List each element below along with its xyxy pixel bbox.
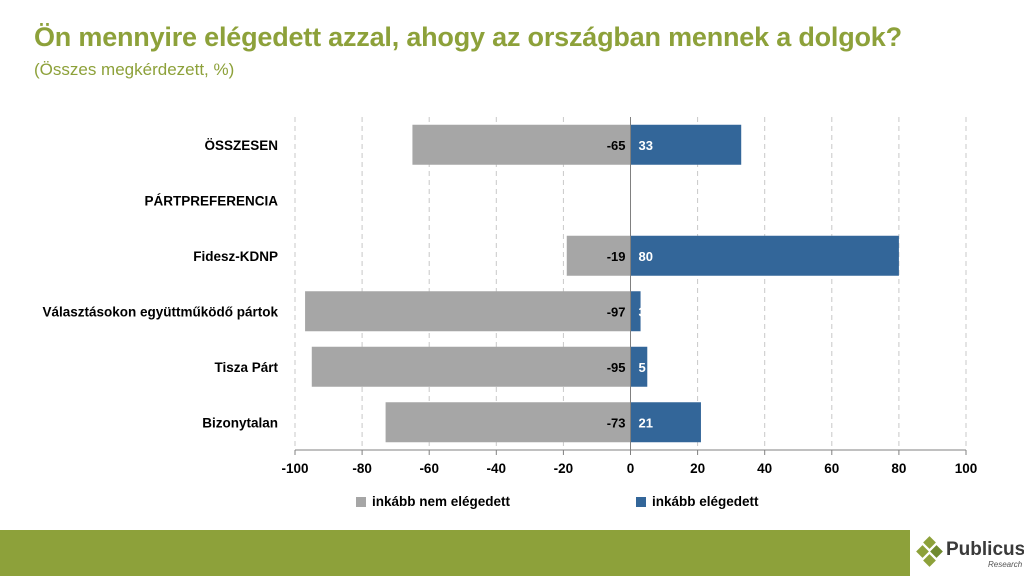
legend-item-positive: inkább elégedett: [636, 494, 759, 509]
legend-swatch-positive: [636, 496, 646, 507]
bar-positive: [630, 291, 641, 332]
data-label: 21: [639, 415, 653, 430]
data-label: -97: [607, 304, 626, 319]
x-tick-label: 100: [955, 461, 978, 476]
bar-positive: [630, 402, 701, 443]
x-tick-label: -20: [554, 461, 574, 476]
bar-negative: [311, 346, 631, 387]
publicus-logo-icon: [916, 536, 943, 567]
category-label: Bizonytalan: [202, 415, 278, 430]
x-tick-label: 20: [690, 461, 705, 476]
x-tick-label: -100: [281, 461, 308, 476]
diverging-bar-chart: -65 -19 -97 -95 -73 33 80 3 5 21 -100 -80 -60 -40 -20 0…: [42, 117, 978, 476]
bar-positive: [630, 235, 899, 276]
data-label: -65: [607, 138, 626, 153]
bar-positive: [630, 346, 648, 387]
footer-band: [0, 530, 910, 576]
bar-negative: [305, 291, 631, 332]
category-label: PÁRTPREFERENCIA: [144, 193, 278, 208]
bar-negative: [385, 402, 631, 443]
x-tick-label: 40: [757, 461, 772, 476]
chart-subtitle: (Összes megkérdezett, %): [34, 60, 235, 79]
category-label: Tisza Párt: [214, 360, 278, 375]
bar-positive: [630, 124, 742, 165]
legend-label-positive: inkább elégedett: [652, 494, 759, 509]
data-label: -19: [607, 249, 626, 264]
category-label: Fidesz-KDNP: [193, 249, 278, 264]
x-tick-label: 60: [824, 461, 839, 476]
category-label: ÖSSZESEN: [204, 138, 278, 153]
legend-item-negative: inkább nem elégedett: [356, 494, 510, 509]
category-label: Választásokon együttműködő pártok: [42, 304, 278, 319]
data-label: 80: [639, 249, 653, 264]
data-label: 5: [639, 360, 646, 375]
x-tick-label: 80: [891, 461, 906, 476]
x-tick-label: -40: [487, 461, 507, 476]
data-label: -95: [607, 360, 626, 375]
legend-swatch-negative: [356, 496, 366, 507]
bar-negative: [566, 235, 631, 276]
data-label: -73: [607, 415, 626, 430]
legend-label-negative: inkább nem elégedett: [372, 494, 511, 509]
data-label: 33: [639, 138, 653, 153]
x-tick-label: -60: [419, 461, 439, 476]
publicus-logo: Publicus Research: [916, 536, 1024, 572]
logo-sub: Research: [988, 560, 1023, 569]
logo-name: Publicus: [946, 539, 1024, 560]
x-tick-label: 0: [627, 461, 635, 476]
x-tick-label: -80: [352, 461, 372, 476]
chart-title: Ön mennyire elégedett azzal, ahogy az or…: [34, 22, 902, 52]
data-label: 3: [639, 304, 646, 319]
bar-negative: [412, 124, 631, 165]
